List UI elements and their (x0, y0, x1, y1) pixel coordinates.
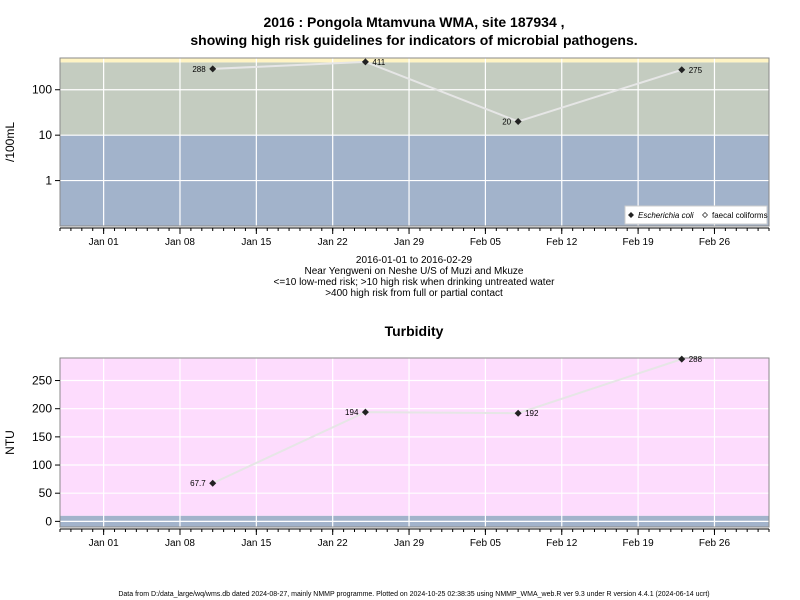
data-point-marker (361, 58, 369, 66)
data-point-marker (209, 479, 217, 487)
note-high-risk: >400 high risk from full or partial cont… (325, 288, 503, 299)
x-tick-label: Feb 12 (546, 237, 578, 248)
data-point-label: 194 (345, 408, 359, 417)
x-tick-label: Jan 29 (394, 538, 424, 549)
data-point-marker (678, 355, 686, 363)
legend-item-label: Escherichia coli (638, 211, 694, 220)
x-tick-label: Jan 01 (89, 538, 119, 549)
x-tick-label: Feb 19 (623, 237, 655, 248)
y-tick-label: 10 (39, 128, 53, 142)
y-tick-label: 100 (32, 458, 52, 472)
note-site-location: Near Yengweni on Neshe U/S of Muzi and M… (304, 266, 523, 277)
turbidity-title: Turbidity (385, 323, 444, 339)
x-tick-label: Feb 26 (699, 538, 731, 549)
plot-frame (59, 57, 770, 227)
note-date-range: 2016-01-01 to 2016-02-29 (356, 255, 473, 266)
risk-band-1 (60, 62, 769, 136)
legend-marker (702, 212, 708, 218)
data-point-marker (514, 409, 522, 417)
data-point-marker (514, 117, 522, 125)
x-tick-label: Jan 01 (89, 237, 119, 248)
risk-band-2 (60, 58, 769, 63)
y-tick-label: 1 (45, 174, 52, 188)
data-point-label: 275 (689, 66, 703, 75)
x-tick-label: Feb 26 (699, 237, 731, 248)
x-tick-label: Feb 19 (623, 538, 655, 549)
data-point-label: 288 (192, 65, 206, 74)
legend-box (624, 205, 768, 225)
x-tick-label: Jan 15 (241, 237, 271, 248)
x-tick-label: Jan 22 (318, 538, 348, 549)
x-tick-label: Jan 29 (394, 237, 424, 248)
data-point-marker (678, 66, 686, 74)
data-point-label: 192 (525, 409, 539, 418)
data-point-marker (209, 65, 217, 73)
chart-title-line2: showing high risk guidelines for indicat… (190, 32, 637, 48)
footer-note: Data from D:/data_large/wq/wms.db dated … (118, 591, 709, 598)
data-point-marker (361, 408, 369, 416)
y-tick-label: 200 (32, 402, 52, 416)
x-tick-label: Feb 05 (470, 237, 502, 248)
data-point-label: 67.7 (190, 479, 206, 488)
y-tick-label: 100 (32, 83, 52, 97)
legend-marker (628, 212, 634, 218)
y-tick-label: 0 (45, 514, 52, 528)
legend-item-label: faecal coliforms (712, 211, 768, 220)
turbidity-plot: 0 50 100 150 200 250 Jan 01 Jan 08 Jan 15 Jan 22 J… (3, 355, 770, 549)
series-line (212, 358, 683, 485)
series-line (212, 60, 683, 123)
y-axis-label: NTU (3, 430, 17, 455)
plot-frame (59, 357, 770, 528)
x-tick-label: Jan 15 (241, 538, 271, 549)
data-point-label: 411 (372, 58, 385, 67)
data-point-label: 288 (689, 355, 703, 364)
data-point-label: 20 (502, 117, 511, 126)
x-tick-label: Jan 22 (318, 237, 348, 248)
x-tick-label: Jan 08 (165, 237, 195, 248)
x-tick-label: Feb 05 (470, 538, 502, 549)
x-tick-label: Feb 12 (546, 538, 578, 549)
microbial-plot: 1 10 100 Jan 01 Jan 08 Jan 15 Jan 22 Jan 29 Feb … (3, 57, 770, 248)
chart-title-line1: 2016 : Pongola Mtamvuna WMA, site 187934… (263, 14, 564, 30)
note-low-risk: <=10 low-med risk; >10 high risk when dr… (274, 277, 556, 288)
x-tick-label: Jan 08 (165, 538, 195, 549)
y-tick-label: 50 (39, 486, 53, 500)
y-axis-label: /100mL (3, 122, 17, 162)
y-tick-label: 150 (32, 430, 52, 444)
y-tick-label: 250 (32, 374, 52, 388)
